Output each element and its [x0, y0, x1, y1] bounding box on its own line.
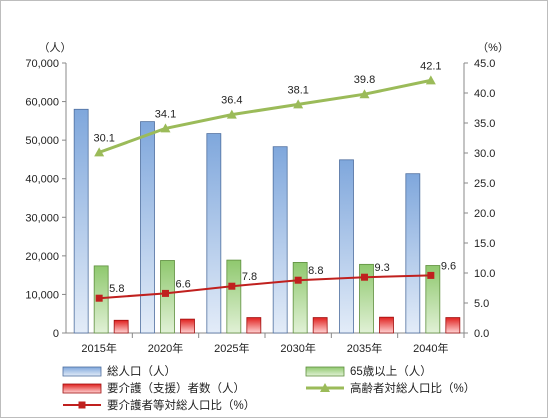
bar-total-population: [140, 121, 155, 334]
left-axis-tick-label: 70,000: [25, 58, 59, 70]
right-axis-tick-label: 25.0: [474, 178, 495, 190]
right-axis-tick-label: 15.0: [474, 238, 495, 250]
data-label-care-ratio: 6.6: [176, 278, 191, 290]
bar-care-recipients: [312, 317, 328, 334]
data-label-elderly-ratio: 36.4: [221, 95, 242, 107]
data-label-care-ratio: 9.6: [441, 260, 456, 272]
bar-elderly-population: [359, 263, 374, 334]
bar-total-population: [206, 133, 222, 334]
bar-total-population: [272, 146, 288, 334]
left-axis-tick-label: 10,000: [25, 289, 59, 301]
right-axis-unit-label: （%）: [477, 41, 509, 54]
data-label-elderly-ratio: 34.1: [155, 108, 176, 120]
bar-care-recipients: [180, 318, 195, 334]
right-axis-tick-label: 5.0: [474, 298, 489, 310]
x-axis-tick-label: 2025年: [214, 341, 249, 355]
right-axis-tick-label: 0.0: [474, 328, 489, 340]
line-care-ratio: [99, 274, 431, 300]
line-elderly-ratio: [98, 78, 432, 154]
left-axis-unit-label: （人）: [39, 41, 72, 54]
bar-elderly-population: [425, 265, 441, 334]
bar-care-recipients: [379, 316, 394, 334]
legend-label: 65歳以上（人）: [350, 365, 432, 378]
bar-elderly-population: [226, 259, 242, 334]
data-label-elderly-ratio: 30.1: [93, 132, 114, 144]
legend-marker: [320, 383, 330, 392]
legend-label: 総人口（人）: [107, 364, 176, 378]
point-care-ratio: [361, 273, 368, 281]
legend-label: 要介護（支援）者数（人）: [107, 381, 245, 395]
bar-elderly-population: [292, 262, 308, 334]
x-axis-tick-label: 2040年: [413, 341, 448, 355]
left-axis-tick-label: 40,000: [25, 174, 59, 186]
right-axis-tick-label: 35.0: [474, 118, 495, 130]
bar-care-recipients: [113, 319, 129, 334]
data-label-elderly-ratio: 38.1: [287, 84, 308, 96]
right-axis-tick-label: 40.0: [474, 88, 495, 100]
point-elderly-ratio: [94, 147, 105, 157]
legend-swatch: [305, 366, 345, 377]
point-care-ratio: [427, 271, 435, 279]
left-axis-tick-label: 50,000: [25, 135, 59, 147]
left-axis-tick-label: 60,000: [25, 97, 59, 109]
point-elderly-ratio: [293, 99, 304, 109]
x-axis-tick-label: 2035年: [347, 341, 382, 355]
right-axis-tick-label: 20.0: [474, 208, 495, 220]
legend-marker: [78, 401, 86, 409]
right-axis-tick-label: 30.0: [474, 148, 495, 160]
point-elderly-ratio: [425, 75, 436, 85]
left-axis-tick-label: 0: [53, 328, 59, 340]
point-elderly-ratio: [160, 123, 171, 133]
right-axis-tick-label: 45.0: [474, 58, 495, 70]
x-axis-tick-label: 2015年: [81, 341, 116, 355]
bar-total-population: [405, 173, 421, 334]
right-axis-tick-label: 10.0: [474, 268, 495, 280]
left-axis-tick-label: 20,000: [25, 251, 59, 263]
bar-care-recipients: [246, 317, 262, 334]
data-label-care-ratio: 7.8: [242, 271, 257, 283]
legend-swatch: [62, 366, 102, 377]
data-label-care-ratio: 9.3: [375, 262, 390, 274]
point-care-ratio: [95, 294, 103, 302]
point-elderly-ratio: [226, 109, 237, 119]
legend-label: 要介護者等対総人口比（%）: [107, 398, 255, 412]
data-label-care-ratio: 8.8: [308, 265, 323, 277]
bar-total-population: [339, 159, 354, 334]
legend-swatch: [62, 383, 102, 394]
bar-care-recipients: [445, 317, 461, 334]
data-label-elderly-ratio: 42.1: [420, 60, 441, 72]
x-axis-tick-label: 2020年: [148, 341, 183, 355]
point-care-ratio: [294, 276, 302, 284]
left-axis-tick-label: 30,000: [25, 212, 59, 224]
point-care-ratio: [228, 282, 236, 290]
legend-label: 高齢者対総人口比（%）: [350, 381, 475, 395]
data-label-care-ratio: 5.8: [109, 283, 124, 295]
point-care-ratio: [162, 289, 169, 297]
data-label-elderly-ratio: 39.8: [354, 74, 375, 86]
x-axis-tick-label: 2030年: [280, 341, 315, 355]
bar-total-population: [73, 108, 89, 334]
point-elderly-ratio: [359, 89, 370, 99]
